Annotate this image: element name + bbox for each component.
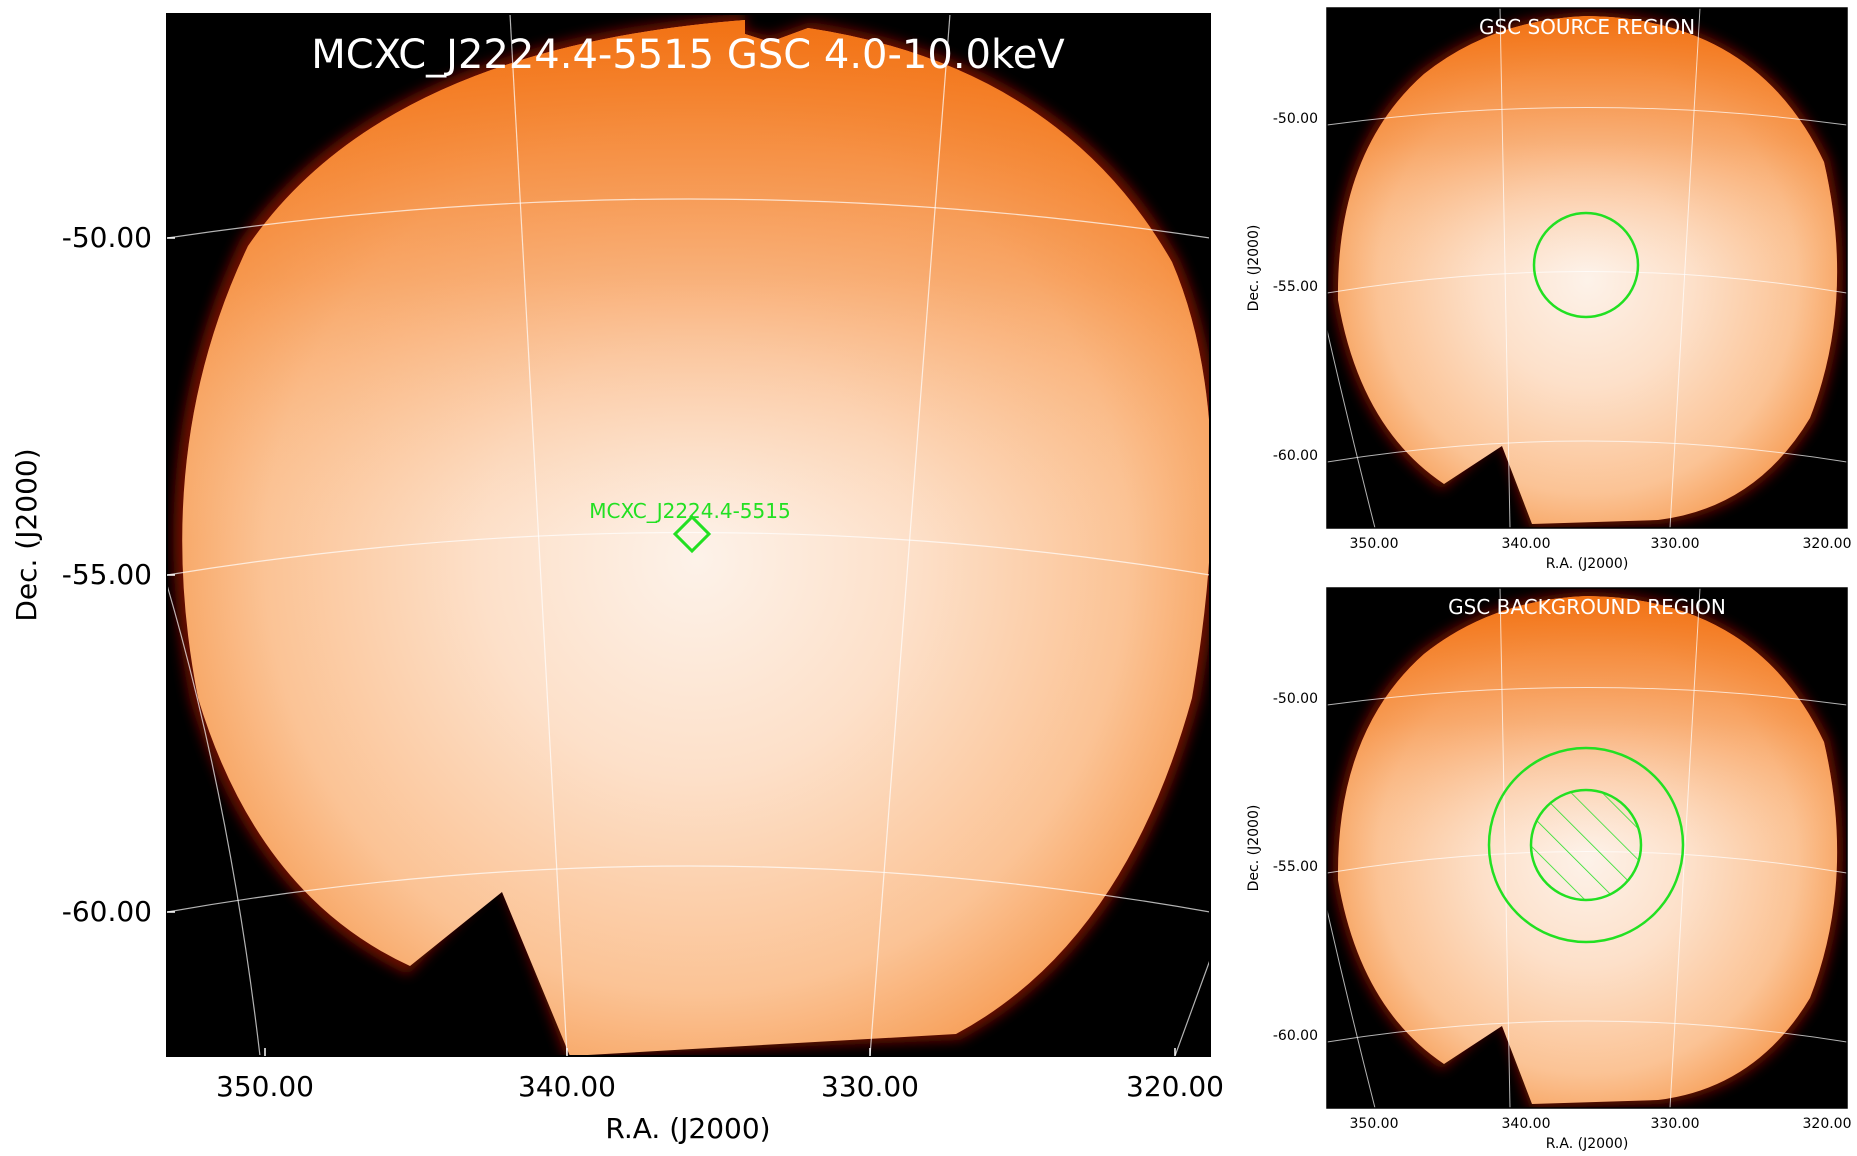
main-tick-marks	[167, 237, 1176, 1056]
background-frame	[1326, 587, 1848, 1109]
source-x-tick-labels: 350.00 340.00 330.00 320.00	[1350, 536, 1852, 552]
source-coordinate-grid	[1327, 8, 1847, 528]
source-ytick-label: -50.00	[1273, 111, 1318, 127]
main-coordinate-grid	[167, 14, 1210, 1056]
main-xtick-label: 350.00	[216, 1070, 314, 1103]
main-xtick-label: 330.00	[821, 1070, 919, 1103]
source-panel-title: GSC SOURCE REGION	[1479, 15, 1695, 39]
source-region-circle	[1532, 211, 1640, 319]
background-annulus-outer	[1487, 746, 1685, 944]
background-x-axis-label: R.A. (J2000)	[1546, 1136, 1629, 1152]
main-ytick-label: -60.00	[62, 895, 152, 928]
source-y-axis-label: Dec. (J2000)	[1246, 225, 1262, 312]
main-frame	[166, 13, 1211, 1057]
source-marker-label: MCXC_J2224.4-5515	[589, 499, 790, 523]
main-title: MCXC_J2224.4-5515 GSC 4.0-10.0keV	[311, 32, 1065, 78]
background-ytick-label: -60.00	[1273, 1028, 1318, 1044]
source-xtick-label: 340.00	[1502, 536, 1551, 552]
source-x-axis-label: R.A. (J2000)	[1546, 556, 1629, 572]
background-x-tick-labels: 350.00 340.00 330.00 320.00	[1350, 1116, 1852, 1132]
background-xtick-label: 320.00	[1803, 1116, 1852, 1132]
main-panel: MCXC_J2224.4-5515 MCXC_J2224.4-5515 GSC …	[10, 13, 1224, 1145]
background-y-axis-label: Dec. (J2000)	[1246, 805, 1262, 892]
main-sky-top-band	[182, 20, 1210, 1056]
main-y-tick-labels: -50.00 -55.00 -60.00	[62, 221, 152, 928]
source-xtick-label: 350.00	[1350, 536, 1399, 552]
source-xtick-label: 330.00	[1651, 536, 1700, 552]
source-frame	[1326, 7, 1848, 529]
source-marker-diamond	[672, 514, 712, 554]
background-xtick-label: 350.00	[1350, 1116, 1399, 1132]
background-ytick-label: -50.00	[1273, 691, 1318, 707]
main-x-tick-labels: 350.00 340.00 330.00 320.00	[216, 1070, 1224, 1103]
background-excluded-region	[1529, 788, 1643, 902]
main-y-axis-label: Dec. (J2000)	[10, 448, 43, 621]
main-ytick-label: -55.00	[62, 558, 152, 591]
background-xtick-label: 340.00	[1502, 1116, 1551, 1132]
background-ytick-label: -55.00	[1273, 859, 1318, 875]
source-y-tick-labels: -50.00 -55.00 -60.00	[1273, 111, 1318, 464]
source-xtick-label: 320.00	[1803, 536, 1852, 552]
background-panel-title: GSC BACKGROUND REGION	[1448, 595, 1726, 619]
source-sky-top-band	[1337, 16, 1838, 524]
source-ytick-label: -60.00	[1273, 448, 1318, 464]
main-xtick-label: 320.00	[1126, 1070, 1224, 1103]
background-region-panel: GSC BACKGROUND REGION -50.00 -55.00 -60.…	[1246, 587, 1852, 1152]
source-ytick-label: -55.00	[1273, 279, 1318, 295]
background-xtick-label: 330.00	[1651, 1116, 1700, 1132]
main-xtick-label: 340.00	[518, 1070, 616, 1103]
main-x-axis-label: R.A. (J2000)	[605, 1112, 770, 1145]
source-region-panel: GSC SOURCE REGION -50.00 -55.00 -60.00 3…	[1246, 7, 1852, 572]
background-y-tick-labels: -50.00 -55.00 -60.00	[1273, 691, 1318, 1044]
main-ytick-label: -50.00	[62, 221, 152, 254]
